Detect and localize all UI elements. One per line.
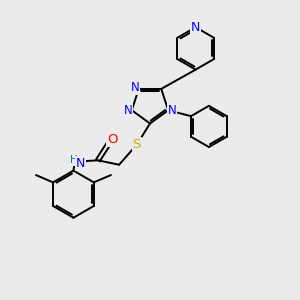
Text: N: N <box>76 157 85 170</box>
Text: H: H <box>70 155 78 165</box>
Text: N: N <box>124 104 132 117</box>
Text: O: O <box>107 133 117 146</box>
Text: S: S <box>133 138 141 151</box>
Text: N: N <box>168 104 176 117</box>
Text: N: N <box>130 81 139 94</box>
Text: N: N <box>191 21 200 34</box>
